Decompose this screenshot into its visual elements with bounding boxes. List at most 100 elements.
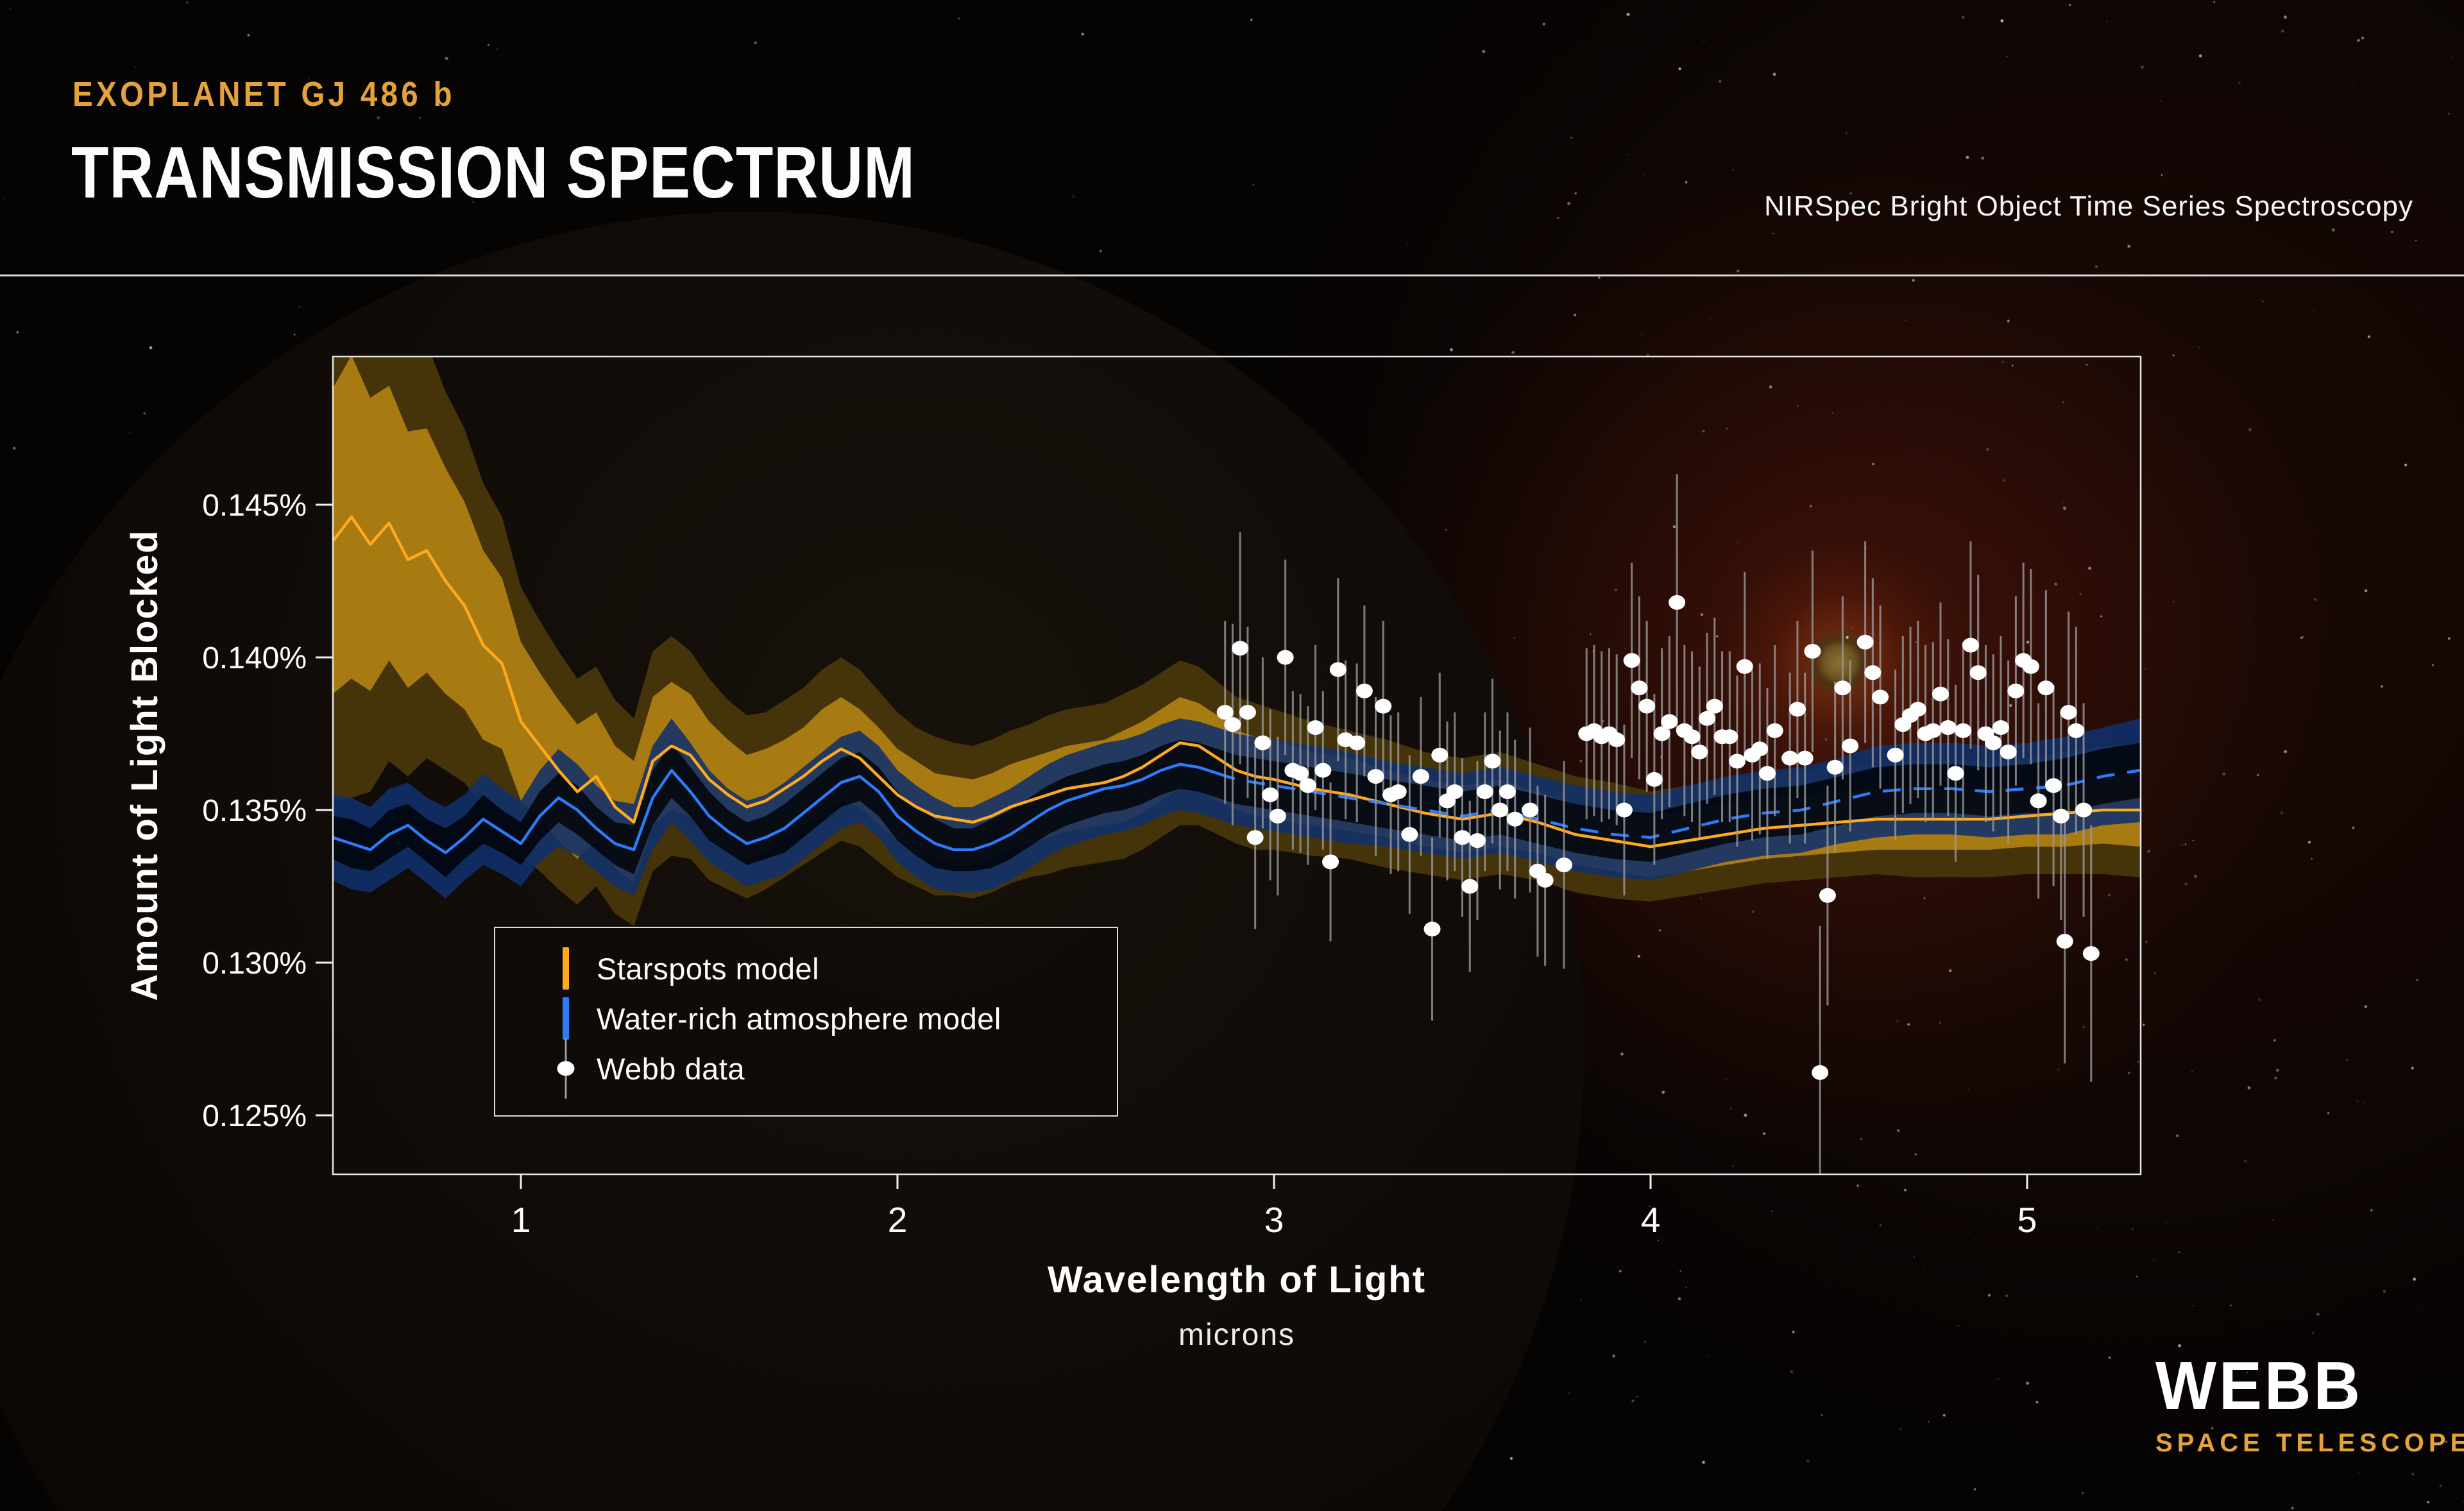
webb-data-point [1699,711,1716,726]
webb-data-point [1766,723,1783,738]
webb-data-point [1955,723,1972,738]
webb-data-point [1299,778,1316,793]
webb-data-point [1608,732,1626,748]
webb-data-point [1631,680,1648,696]
webb-data-point [1412,769,1429,784]
webb-data-point [1872,689,1889,705]
webb-data-point [1887,747,1904,763]
y-axis-title: Amount of Light Blocked [124,529,166,1001]
webb-data-point [1842,738,1859,754]
webb-data-point [2075,802,2093,818]
x-tick-label: 5 [2018,1200,2037,1240]
webb-data-point [2037,680,2055,696]
webb-data-point [1254,735,1271,750]
plot-area [333,357,2141,1174]
webb-data-point [1939,720,1957,735]
starspots-model-line [333,515,2141,848]
webb-data-point [1277,650,1294,665]
legend-item-water-rich: Water-rich atmosphere model [535,993,1117,1043]
webb-data-point [2007,683,2025,698]
y-tick-label: 0.145% [202,489,307,523]
webb-data-point [1292,766,1309,781]
webb-data-point [1947,766,1964,781]
chart-legend: Starspots model Water-rich atmosphere mo… [494,927,1118,1117]
webb-data-point [1924,723,1942,738]
webb-data-point [1909,702,1926,717]
webb-data-point [1683,729,1701,745]
webb-data-point [1789,702,1806,717]
webb-logo-wordmark: WEBB [2155,1348,2363,1424]
webb-data-point [1262,787,1279,802]
webb-data-point [1985,735,2002,750]
webb-data-point [2060,705,2077,720]
webb-data-point [1476,784,1493,799]
webb-data-point [1246,830,1264,845]
y-tick-label: 0.140% [202,641,307,675]
legend-label: Webb data [597,1051,745,1086]
webb-data-point [1796,750,1814,766]
webb-data-point [1856,634,1874,650]
webb-data-point [1314,763,1332,778]
webb-data-point [1491,802,1509,818]
starspots-inner-band [333,357,2141,884]
webb-data-point [1348,735,1366,750]
x-axis-title: Wavelength of Light [1047,1259,1427,1301]
webb-data-point [1536,872,1554,888]
webb-data-point [1864,665,1882,680]
webb-data-point [1216,705,1234,720]
webb-data-point [1812,1065,1829,1080]
webb-data-point [1969,665,1987,680]
webb-data-point [1423,922,1441,937]
webb-data-point [1736,659,1753,674]
webb-data-point [1645,772,1663,787]
header-divider [0,274,2464,276]
instrument-subtitle: NIRSpec Bright Object Time Series Spectr… [1764,190,2413,222]
webb-data-point [2082,946,2100,961]
webb-data-point [1329,662,1347,677]
webb-data-point [1431,747,1449,763]
webb-data-point [2045,778,2062,793]
webb-data-point [1691,745,1708,760]
webb-data-point [1522,802,1539,818]
webb-data-point [2052,809,2069,824]
webb-data-point [1721,729,1738,745]
water-rich-inner-band [333,739,2141,877]
water-rich-outer-band [333,718,2141,899]
y-tick-label: 0.135% [202,794,307,828]
webb-data-point [1355,683,1373,698]
webb-data-point [1706,698,1723,714]
webb-data-point [1804,643,1821,659]
webb-data-point [1653,726,1670,741]
webb-data-point [1506,811,1524,827]
webb-data-point [1729,754,1746,769]
webb-data-point [1461,879,1479,894]
webb-logo-subtitle: SPACE TELESCOPE [2155,1429,2464,1457]
webb-data-point [1555,857,1572,873]
webb-data-point [2000,745,2017,760]
webb-data-point [1992,720,2009,735]
webb-data-point [1834,680,1851,696]
webb-data-point [1751,741,1769,757]
webb-data-point-icon [535,1038,597,1099]
webb-logo: WEBB SPACE TELESCOPE [2155,1352,2464,1458]
page-kicker: EXOPLANET GJ 486 b [72,75,455,114]
webb-data-point [1367,769,1384,784]
webb-data-point [1781,750,1799,766]
webb-data-point [1669,595,1686,610]
webb-data-point [2022,659,2039,674]
webb-data-point [1389,784,1407,799]
y-tick-label: 0.125% [202,1099,307,1133]
legend-label: Water-rich atmosphere model [597,1001,1001,1036]
webb-data-point [1239,705,1256,720]
webb-data-point [1224,717,1241,732]
webb-data-point [1454,830,1471,845]
webb-data-point [1932,686,1949,702]
legend-item-webb-data: Webb data [535,1038,1117,1099]
plot-frame [332,355,2142,1176]
water-rich-model-line-dashed [1217,768,2141,840]
webb-data-point [1661,714,1678,729]
webb-data-points [1216,595,2100,1080]
water-rich-model-line [333,763,1218,854]
